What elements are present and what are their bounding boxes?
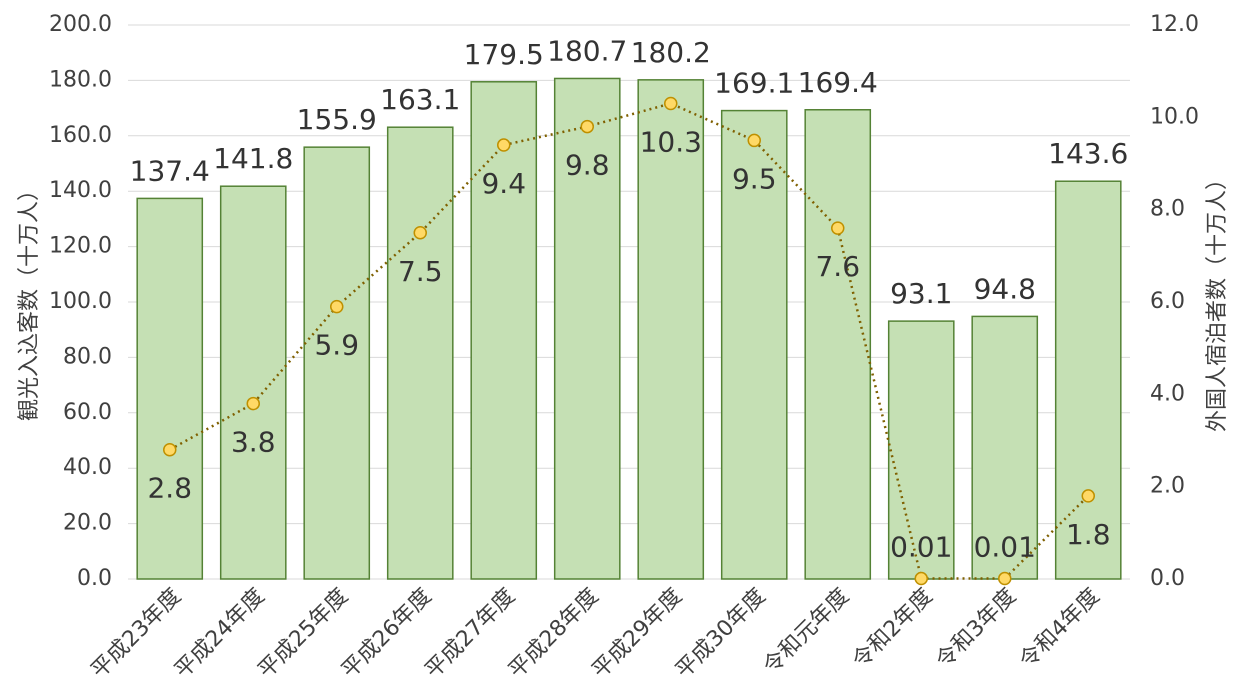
bar (553, 77, 621, 580)
y-tick-label: 120.0 (49, 234, 112, 259)
line-marker (580, 119, 594, 134)
line-value-label: 5.9 (314, 329, 359, 362)
y-tick-label: 20.0 (63, 511, 112, 536)
y2-tick-label: 10.0 (1150, 104, 1199, 129)
y-tick-label: 0.0 (77, 566, 112, 591)
line-marker (163, 442, 177, 457)
x-tick-label: 平成28年度 (504, 584, 604, 684)
x-tick-label: 令和4年度 (1015, 584, 1105, 674)
y2-axis-label: 外国人宿泊者数（十万人） (1205, 168, 1230, 432)
bar (219, 185, 287, 580)
bar-value-label: 94.8 (974, 272, 1036, 305)
line-marker (914, 571, 928, 586)
y-tick-label: 100.0 (49, 289, 112, 314)
x-tick-label: 令和元年度 (759, 584, 854, 679)
y2-tick-label: 4.0 (1150, 381, 1185, 406)
bar (637, 79, 705, 580)
y-tick-label: 80.0 (63, 344, 112, 369)
bar (303, 146, 371, 580)
bar-value-label: 93.1 (890, 277, 952, 310)
bar (470, 81, 538, 580)
line-marker (497, 138, 511, 152)
line-value-label: 9.8 (565, 149, 610, 182)
bar-value-label: 169.1 (714, 67, 794, 100)
line-value-label: 0.01 (974, 531, 1036, 564)
bar-value-label: 179.5 (464, 38, 544, 71)
y2-tick-label: 6.0 (1150, 289, 1185, 314)
line-marker (330, 299, 344, 314)
y2-tick-label: 0.0 (1150, 566, 1185, 591)
line-value-label: 1.8 (1066, 518, 1111, 551)
line-value-label: 9.5 (732, 162, 777, 195)
bar-value-label: 180.2 (631, 36, 711, 69)
line-marker (413, 226, 427, 240)
bar-value-label: 141.8 (213, 142, 293, 175)
bar-value-label: 169.4 (798, 66, 878, 99)
line-value-label: 9.4 (481, 167, 526, 200)
line-marker (246, 396, 260, 411)
x-tick-label: 平成23年度 (87, 584, 187, 684)
bar (136, 197, 204, 580)
x-tick-label: 令和3年度 (931, 584, 1021, 674)
y2-tick-label: 12.0 (1150, 12, 1199, 37)
x-tick-label: 令和2年度 (848, 584, 938, 674)
y-tick-label: 60.0 (63, 400, 112, 425)
line-marker (1081, 489, 1095, 503)
y-tick-label: 140.0 (49, 178, 112, 203)
bar (720, 109, 788, 580)
bar (971, 315, 1039, 580)
line-value-label: 0.01 (890, 531, 952, 564)
bar-value-label: 163.1 (380, 83, 460, 116)
bar-value-label: 180.7 (547, 34, 627, 67)
line-value-label: 3.8 (231, 426, 276, 459)
y2-tick-label: 2.0 (1150, 474, 1185, 499)
line-value-label: 7.6 (815, 250, 860, 283)
y-tick-label: 160.0 (49, 123, 112, 148)
line-marker (664, 96, 678, 111)
line-marker (747, 133, 761, 148)
line-marker (998, 571, 1012, 586)
y-tick-label: 40.0 (63, 455, 112, 480)
x-tick-label: 平成26年度 (337, 584, 437, 684)
x-tick-label: 平成29年度 (588, 584, 688, 684)
x-tick-label: 平成30年度 (671, 584, 771, 684)
bar (804, 109, 872, 580)
bar-value-label: 143.6 (1048, 137, 1128, 170)
x-tick-label: 平成24年度 (170, 584, 270, 684)
bar (1054, 180, 1122, 580)
bar-value-label: 137.4 (130, 154, 210, 187)
x-tick-label: 平成27年度 (421, 584, 521, 684)
x-tick-label: 平成25年度 (254, 584, 354, 684)
bar (887, 320, 955, 580)
y-tick-label: 180.0 (49, 67, 112, 92)
line-value-label: 2.8 (147, 472, 192, 505)
bar-value-label: 155.9 (297, 103, 377, 136)
line-value-label: 10.3 (640, 125, 702, 158)
y-tick-label: 200.0 (49, 12, 112, 37)
line-value-label: 7.5 (398, 255, 443, 288)
y-axis-label: 観光入込客数（十万人） (17, 179, 42, 421)
y2-tick-label: 8.0 (1150, 197, 1185, 222)
line-marker (831, 221, 845, 235)
bar (386, 126, 454, 580)
